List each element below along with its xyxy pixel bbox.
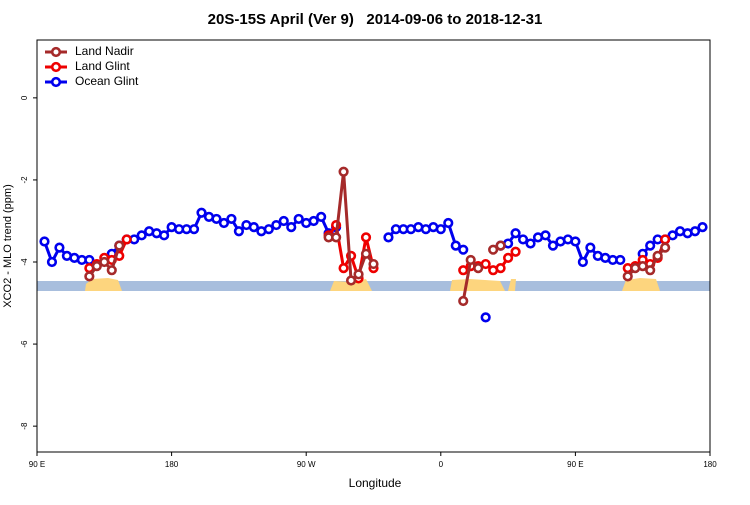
- data-point: [353, 269, 364, 280]
- data-point: [689, 226, 701, 237]
- land-band: [37, 278, 710, 291]
- data-point: [188, 224, 200, 235]
- data-point: [383, 232, 394, 243]
- legend-label: Land Glint: [75, 59, 130, 73]
- data-point: [637, 261, 648, 272]
- x-tick-label: 90 W: [297, 460, 316, 469]
- x-tick-label: 180: [703, 460, 717, 469]
- data-point: [697, 222, 708, 233]
- data-point: [91, 261, 102, 272]
- data-point: [510, 228, 521, 239]
- data-point: [473, 263, 484, 274]
- x-tick-label: 180: [165, 460, 179, 469]
- data-point: [331, 232, 342, 243]
- data-point: [645, 265, 656, 276]
- data-point: [450, 240, 461, 251]
- y-tick-label: 0: [20, 95, 29, 100]
- land-patch: [85, 278, 122, 291]
- data-point: [667, 230, 678, 241]
- data-point: [218, 217, 230, 229]
- data-point: [114, 240, 125, 251]
- y-tick-label: -8: [20, 422, 29, 430]
- data-point: [652, 250, 663, 261]
- data-point: [196, 207, 207, 218]
- data-point: [226, 213, 237, 225]
- data-point: [286, 222, 297, 233]
- y-tick-label: -6: [20, 340, 29, 348]
- data-point: [517, 234, 529, 245]
- data-point: [345, 275, 357, 286]
- data-point: [435, 224, 446, 235]
- x-tick-label: 90 E: [567, 460, 583, 469]
- legend-label: Ocean Glint: [75, 74, 139, 88]
- y-axis-label: XCO2 - MLO trend (ppm): [2, 184, 14, 307]
- data-point: [39, 236, 50, 247]
- data-point: [660, 242, 671, 253]
- legend-marker: [50, 61, 62, 73]
- data-point: [458, 265, 469, 276]
- x-tick-label: 90 E: [29, 460, 45, 469]
- data-point: [480, 258, 491, 270]
- data-point: [645, 240, 656, 251]
- data-point: [660, 234, 671, 245]
- data-point: [316, 211, 327, 222]
- y-tick-label: -2: [20, 176, 29, 184]
- data-point: [106, 265, 117, 276]
- data-point: [233, 226, 244, 237]
- data-point: [615, 254, 626, 266]
- data-point: [211, 213, 222, 225]
- data-point: [503, 252, 514, 264]
- data-point: [338, 166, 349, 177]
- data-point: [525, 238, 536, 249]
- data-point: [159, 230, 170, 241]
- data-point: [271, 219, 282, 231]
- data-point: [622, 271, 633, 282]
- data-point: [585, 242, 596, 253]
- data-point: [248, 222, 259, 233]
- legend-label: Land Nadir: [75, 44, 134, 58]
- x-tick-label: 0: [439, 460, 444, 469]
- chart-title: 20S-15S April (Ver 9) 2014-09-06 to 2018…: [208, 11, 543, 28]
- legend-marker: [50, 76, 62, 88]
- data-point: [540, 230, 551, 241]
- data-point: [443, 217, 454, 229]
- plot-frame: [36, 39, 711, 453]
- data-point: [308, 215, 319, 227]
- data-point: [488, 244, 499, 255]
- data-point: [338, 263, 349, 274]
- legend-marker: [50, 46, 62, 58]
- data-point: [547, 240, 559, 251]
- data-point: [495, 263, 506, 274]
- ocean-strip: [37, 281, 710, 291]
- data-point: [121, 234, 132, 245]
- y-tick-label: -4: [20, 258, 29, 266]
- data-point: [495, 240, 506, 251]
- data-point: [465, 254, 476, 266]
- x-axis-label: Longitude: [349, 476, 402, 490]
- data-point: [293, 213, 304, 225]
- data-point: [99, 256, 110, 268]
- data-point: [278, 215, 289, 227]
- data-point: [570, 236, 581, 247]
- data-point: [480, 312, 491, 323]
- data-point: [577, 256, 588, 268]
- data-point: [54, 242, 65, 253]
- data-point: [136, 230, 147, 241]
- data-point: [368, 258, 379, 270]
- data-point: [458, 244, 469, 255]
- data-point: [360, 248, 372, 259]
- data-point: [263, 224, 274, 235]
- land-patch: [622, 278, 660, 291]
- data-point: [360, 232, 372, 243]
- data-point: [46, 256, 58, 268]
- data-point: [458, 295, 469, 307]
- data-point: [510, 246, 521, 257]
- data-point: [84, 271, 95, 282]
